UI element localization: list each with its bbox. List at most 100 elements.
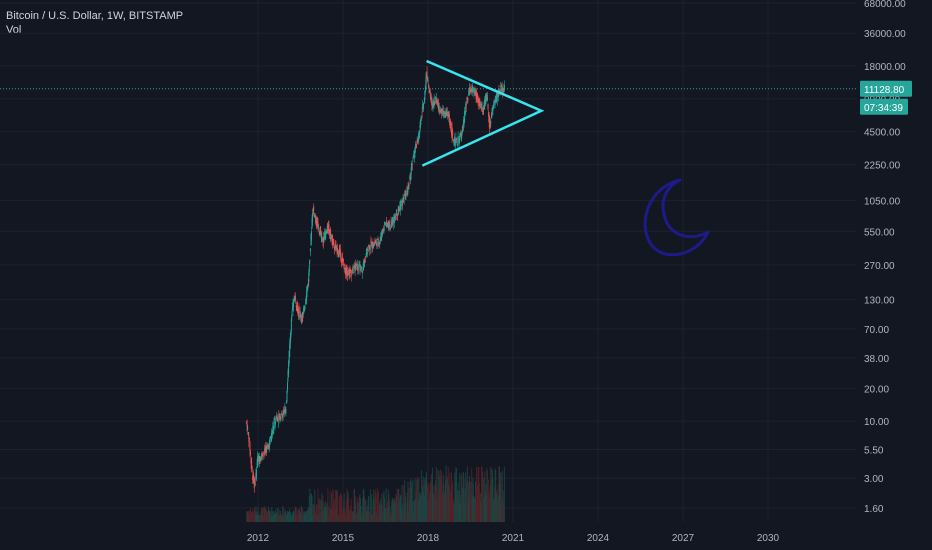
candle-body [341,256,343,262]
volume-bar [335,509,337,522]
price-axis-label: 3.00 [864,474,884,485]
candle-body [305,298,307,302]
volume-bar [487,493,489,522]
candle-body [277,416,279,419]
volume-bar [412,512,414,522]
candle-body [464,111,466,112]
candle-body [455,137,457,143]
volume-bar [462,486,464,522]
candle-body [482,110,484,112]
candle-body [295,299,297,302]
volume-bar [285,514,287,522]
volume-bar [451,481,453,522]
candle-body [374,243,376,246]
volume-bar [269,510,271,522]
volume-bar [481,466,483,522]
volume-bar [277,508,279,522]
candle-body [266,445,268,447]
candle-body [377,238,379,244]
volume-bar [253,513,255,522]
volume-bar [424,477,426,522]
volume-bar [357,510,359,522]
candle-body [468,94,470,96]
volume-bar [293,511,295,522]
volume-bar [339,499,341,522]
volume-bar [284,509,286,522]
candle-body [309,248,311,252]
volume-bar [451,471,453,522]
price-axis-label: 5.50 [864,445,884,456]
volume-bar [267,514,269,522]
candle-body [282,410,284,416]
volume-bar [452,483,454,522]
candle-body [364,259,366,263]
volume-bar [259,514,261,522]
volume-bar [418,492,420,522]
candle-body [492,104,494,110]
candle-body [287,370,289,378]
candle-body [345,269,347,273]
candle-body [430,97,432,101]
candle-body [467,98,469,100]
candle-body [363,263,365,267]
volume-bar [392,498,394,522]
volume-bar [413,501,415,522]
volume-bar [247,511,249,522]
candle-body [463,121,465,125]
volume-bar [433,493,435,522]
candle-body [317,223,319,229]
candle-body [443,115,445,117]
price-axis[interactable]: 68000.0036000.0018000.009000.004500.0022… [864,0,906,515]
volume-bar [320,500,322,522]
candle-body [319,229,321,232]
candle-body [441,110,443,115]
volume-bar [259,515,261,522]
volume-bar [482,472,484,522]
volume-bar [408,487,410,522]
candle-body [294,293,296,299]
price-axis-label: 1050.00 [864,197,901,208]
time-axis[interactable]: 2012 2015 2018 2021 2024 2027 2030 [247,533,780,544]
volume-bar [484,471,486,522]
candle-body [369,248,371,249]
volume-bar [358,495,360,522]
volume-bar [413,499,415,522]
volume-bar [376,488,378,522]
candle-body [372,246,374,249]
candle-body [328,229,330,234]
volume-bar [263,509,265,522]
volume-bar [443,496,445,522]
candle-body [323,241,325,243]
candle-body [374,241,376,244]
candle-body [492,110,494,112]
candle-body [410,174,412,181]
volume-bar [369,489,371,522]
candle-body [473,88,475,93]
candle-body [305,302,307,304]
last-price-tag [860,80,912,97]
candle-body [363,260,365,267]
volume-bar [279,511,281,522]
volume-bar [446,495,448,522]
volume-bar [326,510,328,522]
volume-bar [445,465,447,522]
candle-body [457,143,459,145]
volume-bar [441,471,443,522]
candle-body [282,414,284,418]
volume-bar [301,510,303,522]
volume-bar [366,511,368,522]
volume-bar [503,503,505,522]
volume-bar [460,475,462,522]
volume-bar [435,466,437,522]
candle-body [342,259,344,262]
volume-bar [490,468,492,522]
candle-body [274,418,276,425]
volume-bar [390,515,392,522]
candle-body [435,97,437,103]
volume-bar [494,468,496,522]
volume-bar [322,495,324,522]
candle-body [291,307,293,311]
candle-body [253,479,255,489]
volume-bar [421,470,423,522]
